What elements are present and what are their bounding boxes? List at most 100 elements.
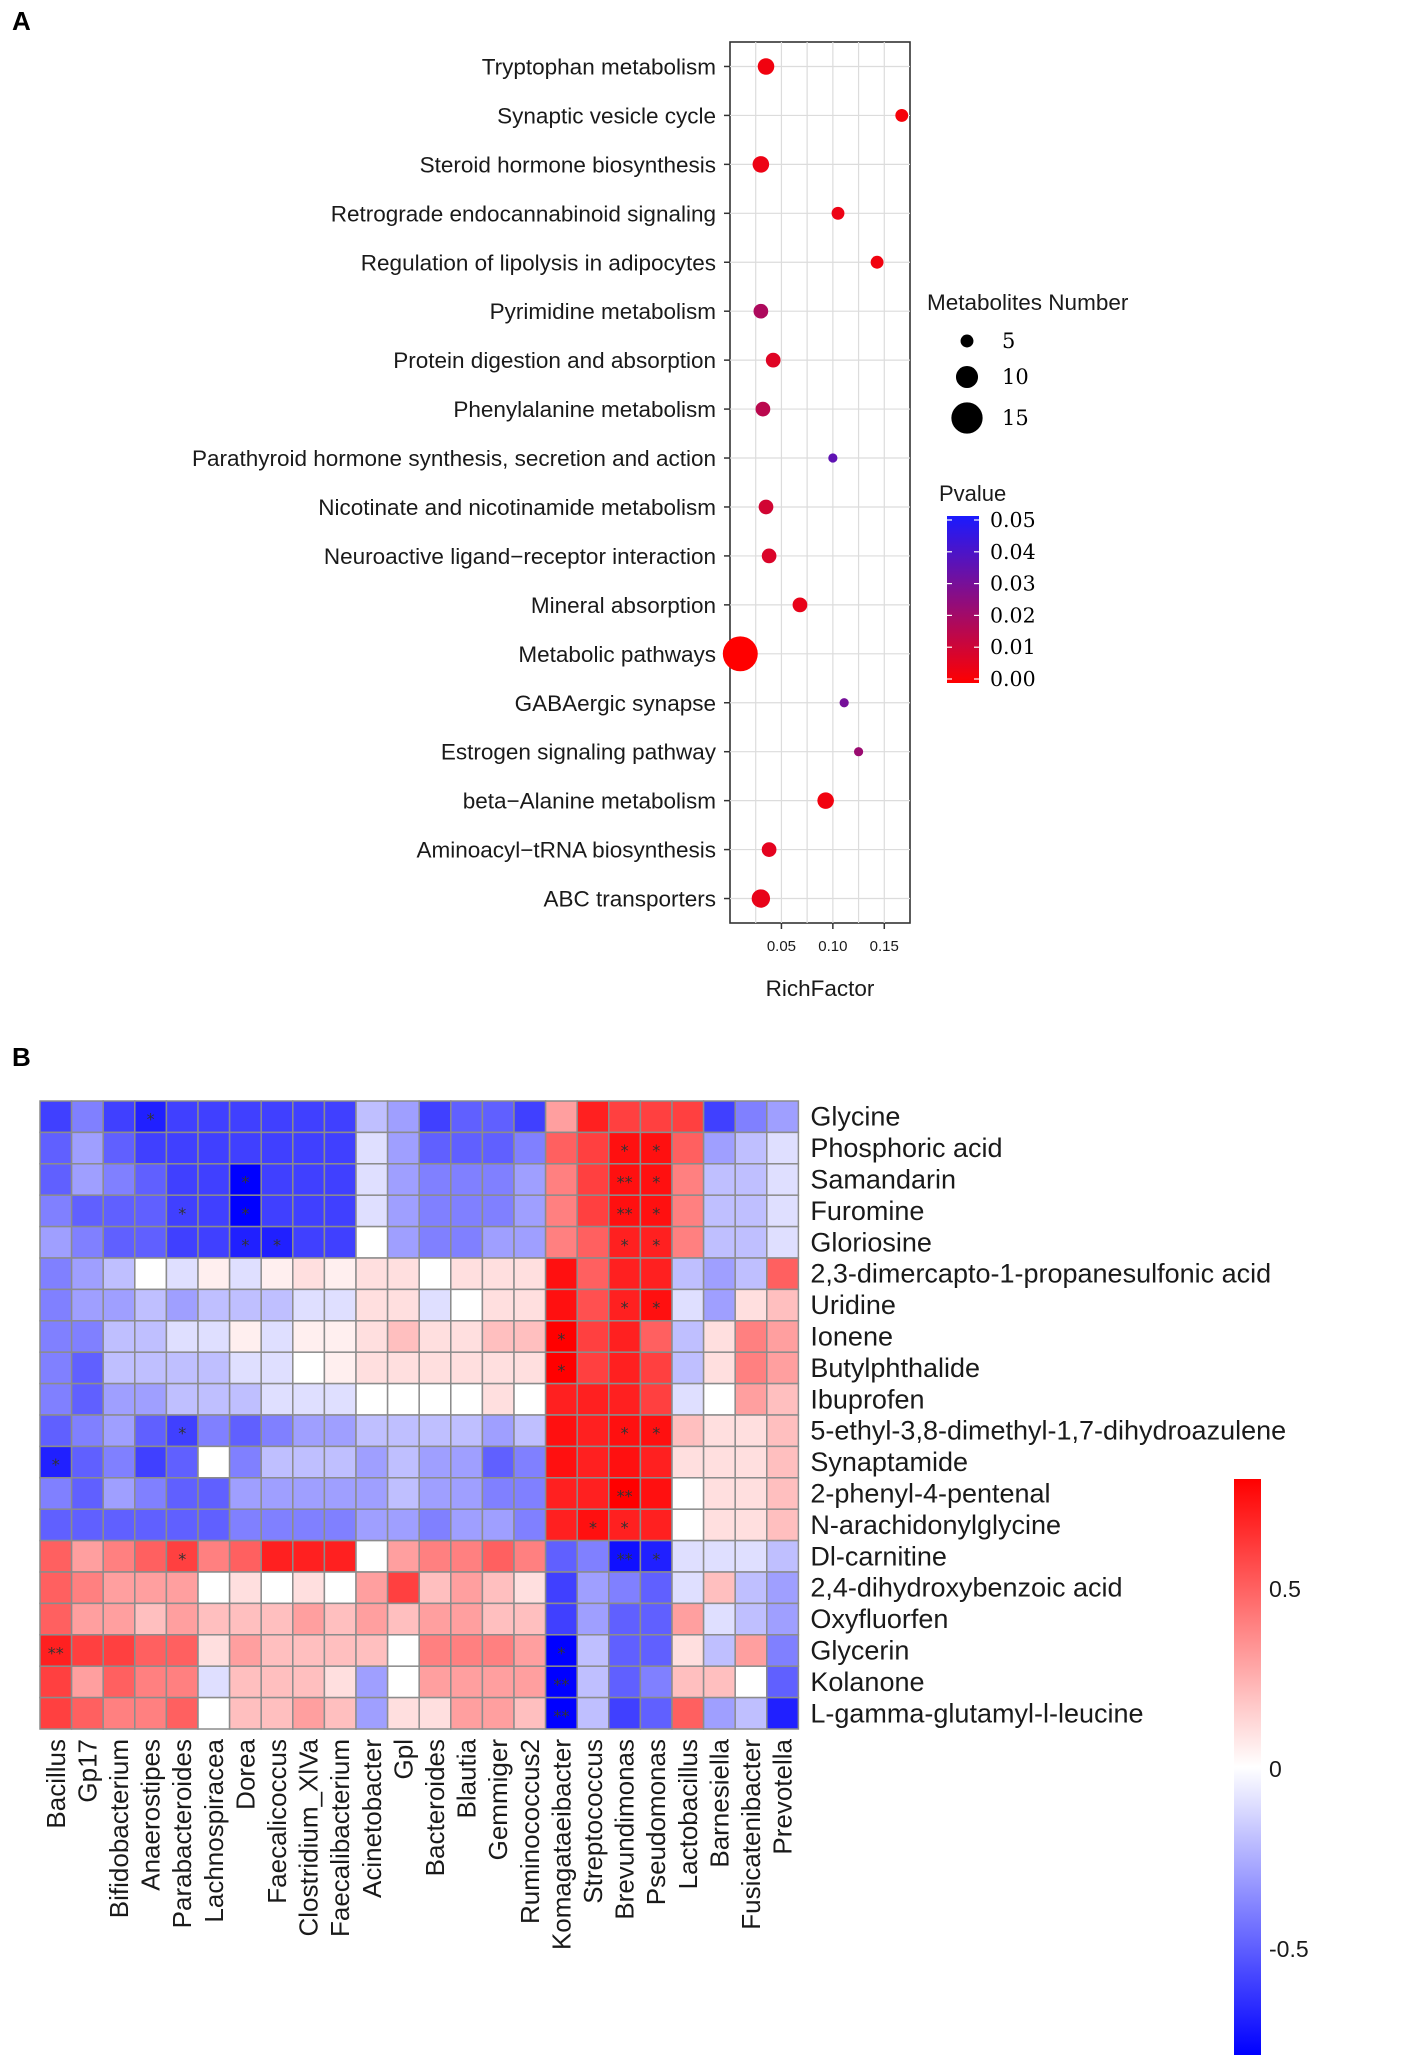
heatmap-cell	[766, 1414, 800, 1448]
heatmap-cell	[418, 1696, 452, 1730]
heatmap-cell	[544, 1508, 578, 1542]
heatmap-cell	[544, 1477, 578, 1510]
heatmap-cell	[481, 1288, 515, 1322]
heatmap-cell	[608, 1414, 642, 1448]
heatmap-cell	[481, 1539, 515, 1573]
heatmap-cell	[355, 1602, 389, 1636]
significance-star: *	[621, 1518, 629, 1537]
heatmap-cell	[513, 1414, 547, 1448]
size-legend-dot	[951, 402, 983, 434]
heatmap-cell	[766, 1225, 800, 1259]
heatmap-cell	[766, 1100, 800, 1134]
heatmap-cell	[102, 1382, 136, 1416]
heatmap-cell	[228, 1508, 262, 1542]
heatmap-cell	[702, 1382, 736, 1416]
heatmap-cell	[766, 1571, 800, 1605]
pvalue-legend-tick: 0.04	[990, 540, 1036, 564]
correlation-colorbar	[1234, 1479, 1261, 2055]
heatmap-cell	[70, 1194, 104, 1228]
correlation-legend-tick: 0.5	[1269, 1576, 1301, 1602]
y-tick-label: Phenylalanine metabolism	[453, 397, 716, 422]
heatmap-cell	[702, 1320, 736, 1353]
heatmap-cell	[134, 1382, 168, 1416]
heatmap-cell	[671, 1131, 705, 1165]
heatmap-cell	[386, 1602, 420, 1636]
significance-star: **	[617, 1204, 633, 1223]
heatmap-cell	[260, 1602, 294, 1636]
heatmap-cell	[386, 1445, 420, 1479]
heatmap-cell	[197, 1163, 231, 1196]
heatmap-column-label: Parabacteroides	[167, 1739, 197, 1928]
heatmap-cell	[134, 1665, 168, 1699]
heatmap-cell	[134, 1477, 168, 1510]
panel-label-a: A	[12, 6, 31, 36]
heatmap-cell	[355, 1225, 389, 1259]
heatmap-cell	[70, 1508, 104, 1542]
heatmap-cell	[134, 1194, 168, 1228]
significance-star: *	[621, 1298, 629, 1317]
heatmap-cell	[702, 1477, 736, 1510]
heatmap-cell	[544, 1163, 578, 1196]
heatmap-cell	[513, 1539, 547, 1573]
heatmap-cell	[702, 1414, 736, 1448]
heatmap-cell	[544, 1414, 578, 1448]
heatmap-column-label: Lachnospiracea	[199, 1738, 229, 1922]
bubble-point	[817, 792, 834, 809]
heatmap-cell	[418, 1445, 452, 1479]
significance-star: *	[621, 1235, 629, 1254]
heatmap-cell	[734, 1665, 768, 1699]
heatmap-column-label: Fusicatenibacter	[736, 1739, 766, 1930]
heatmap-cell	[197, 1477, 231, 1510]
heatmap-cell	[323, 1257, 357, 1291]
heatmap-cell	[576, 1225, 610, 1259]
heatmap-column-label: Gpl	[388, 1739, 418, 1779]
heatmap-cell	[481, 1634, 515, 1667]
heatmap-cell	[513, 1382, 547, 1416]
heatmap-cell	[70, 1602, 104, 1636]
heatmap-cell	[165, 1288, 199, 1322]
heatmap-cell	[39, 1571, 73, 1605]
heatmap-cell	[734, 1257, 768, 1291]
heatmap-cell	[639, 1320, 673, 1353]
heatmap-cell	[39, 1288, 73, 1322]
heatmap-cell	[197, 1194, 231, 1228]
heatmap-cell	[165, 1225, 199, 1259]
heatmap-cell	[39, 1257, 73, 1291]
significance-star: *	[52, 1455, 60, 1474]
heatmap-column-label: Streptococcus	[578, 1739, 608, 1904]
heatmap-cell	[228, 1320, 262, 1353]
heatmap-cell	[513, 1571, 547, 1605]
significance-star: *	[178, 1424, 186, 1443]
heatmap-column-label: Bacteroides	[420, 1739, 450, 1876]
heatmap-cell	[102, 1696, 136, 1730]
heatmap-row-label: Kolanone	[810, 1667, 924, 1697]
bubble-point	[758, 499, 774, 515]
heatmap-row-label: N-arachidonylglycine	[810, 1510, 1061, 1540]
y-tick-label: Neuroactive ligand−receptor interaction	[324, 544, 716, 569]
heatmap-column-label: Bifidobacterium	[104, 1739, 134, 1918]
heatmap-cell	[671, 1634, 705, 1667]
heatmap-cell	[576, 1539, 610, 1573]
pvalue-legend-tick: 0.03	[990, 572, 1036, 596]
heatmap-cell	[608, 1571, 642, 1605]
heatmap-cell	[702, 1508, 736, 1542]
heatmap-cell	[576, 1320, 610, 1353]
heatmap-cell	[734, 1225, 768, 1259]
heatmap-cell	[39, 1602, 73, 1636]
heatmap-cell	[165, 1602, 199, 1636]
size-legend-label: 10	[1002, 365, 1029, 389]
heatmap-cell	[418, 1634, 452, 1667]
heatmap-cell	[355, 1696, 389, 1730]
heatmap-cell	[292, 1445, 326, 1479]
heatmap-cell	[576, 1194, 610, 1228]
heatmap-cell	[544, 1351, 578, 1385]
heatmap-cell	[39, 1131, 73, 1165]
heatmap-cell	[323, 1320, 357, 1353]
heatmap-cell	[734, 1539, 768, 1573]
heatmap-cell	[513, 1320, 547, 1353]
heatmap-cell	[734, 1571, 768, 1605]
heatmap-cell	[608, 1696, 642, 1730]
heatmap-cell	[70, 1539, 104, 1573]
heatmap-cell	[386, 1634, 420, 1667]
heatmap-cell	[292, 1477, 326, 1510]
